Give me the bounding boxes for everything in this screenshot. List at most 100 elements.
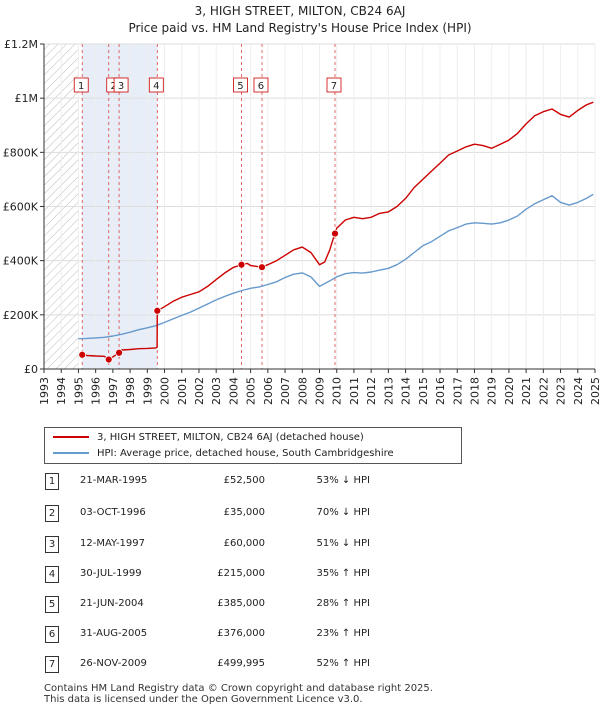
transaction-row: 6 31-AUG-2005 £376,000 23% ↑ HPI	[0, 626, 600, 643]
chart-title: 3, HIGH STREET, MILTON, CB24 6AJ Price p…	[0, 3, 600, 37]
x-tick-label: 2021	[520, 377, 533, 405]
y-tick-label: £600K	[3, 201, 39, 214]
transaction-price: £35,000	[223, 507, 265, 518]
x-tick-label: 2019	[486, 377, 499, 405]
sale-point	[115, 348, 123, 357]
sale-label-box	[73, 77, 89, 93]
series-lines	[78, 101, 594, 361]
sale-label-text: 4	[153, 81, 159, 92]
x-tick-label: 2002	[193, 377, 206, 405]
transaction-date: 26-NOV-2009	[80, 658, 147, 669]
transaction-price: £499,995	[217, 658, 265, 669]
transaction-number: 3	[45, 536, 59, 553]
x-tick-label: 2015	[417, 377, 430, 405]
x-tick-label: 2024	[572, 377, 585, 405]
sale-label-text: 3	[118, 81, 124, 92]
chart-svg: 1234567 £0£200K£400K£600K£800K£1M£1.2M19…	[3, 38, 600, 405]
sale-label: 6	[253, 77, 269, 93]
x-tick-label: 2011	[348, 377, 361, 405]
transaction-number: 2	[45, 505, 59, 522]
transaction-price: £215,000	[217, 568, 265, 579]
chart-title-line1: 3, HIGH STREET, MILTON, CB24 6AJ	[194, 4, 406, 18]
legend-label-property: 3, HIGH STREET, MILTON, CB24 6AJ (detach…	[97, 432, 364, 443]
sale-label: 7	[326, 77, 342, 93]
sale-points	[78, 229, 339, 364]
x-tick-label: 1995	[72, 377, 85, 405]
sale-label-box	[326, 77, 342, 93]
y-tick-label: £0	[24, 363, 38, 376]
x-tick-label: 1997	[107, 377, 120, 405]
transaction-hpi: 53% ↓ HPI	[316, 475, 370, 486]
transaction-number: 7	[45, 656, 59, 673]
sale-label-text: 7	[331, 81, 337, 92]
sale-point	[104, 355, 113, 364]
transaction-hpi: 70% ↓ HPI	[316, 507, 370, 518]
property-price-line	[82, 101, 594, 361]
legend-swatch-property	[53, 436, 89, 438]
legend-swatch-hpi	[53, 452, 89, 454]
transaction-hpi: 35% ↑ HPI	[316, 568, 370, 579]
transaction-date: 31-AUG-2005	[80, 628, 148, 639]
x-tick-label: 1998	[124, 377, 137, 405]
x-tick-label: 2020	[503, 377, 516, 405]
sale-point	[258, 263, 266, 272]
sale-label-box	[113, 77, 129, 93]
transaction-row: 7 26-NOV-2009 £499,995 52% ↑ HPI	[0, 656, 600, 673]
x-tick-label: 2008	[296, 377, 309, 405]
x-tick-label: 2007	[279, 377, 292, 405]
transaction-number: 5	[45, 596, 59, 613]
legend: 3, HIGH STREET, MILTON, CB24 6AJ (detach…	[44, 427, 462, 464]
x-tick-label: 2003	[210, 377, 223, 405]
y-tick-label: £200K	[3, 309, 39, 322]
transaction-row: 4 30-JUL-1999 £215,000 35% ↑ HPI	[0, 566, 600, 583]
x-tick-label: 2004	[227, 377, 240, 405]
x-tick-label: 1993	[38, 377, 51, 405]
transaction-number: 1	[45, 473, 59, 490]
transaction-hpi: 51% ↓ HPI	[316, 538, 370, 549]
x-tick-label: 2025	[589, 377, 600, 405]
x-tick-label: 1999	[141, 377, 154, 405]
sale-label-box	[253, 77, 269, 93]
x-tick-label: 2001	[176, 377, 189, 405]
sale-point	[331, 229, 339, 238]
x-tick-label: 1996	[90, 377, 103, 405]
x-tick-label: 2023	[555, 377, 568, 405]
transaction-hpi: 52% ↑ HPI	[316, 658, 370, 669]
legend-label-hpi: HPI: Average price, detached house, Sout…	[97, 448, 394, 459]
transaction-price: £60,000	[223, 538, 265, 549]
transaction-date: 12-MAY-1997	[80, 538, 146, 549]
y-tick-label: £400K	[3, 255, 39, 268]
x-tick-label: 2017	[451, 377, 464, 405]
x-tick-label: 2016	[434, 377, 447, 405]
y-tick-label: £1M	[15, 92, 39, 105]
transaction-date: 30-JUL-1999	[80, 568, 142, 579]
transaction-row: 1 21-MAR-1995 £52,500 53% ↓ HPI	[0, 473, 600, 490]
transaction-date: 21-MAR-1995	[80, 475, 148, 486]
transaction-hpi: 23% ↑ HPI	[316, 628, 370, 639]
y-tick-label: £1.2M	[4, 38, 38, 51]
x-tick-label: 2014	[400, 377, 413, 405]
x-tick-label: 2006	[262, 377, 275, 405]
x-tick-label: 2013	[382, 377, 395, 405]
hpi-line	[78, 193, 594, 340]
y-tick-label: £800K	[3, 146, 39, 159]
x-tick-label: 2009	[314, 377, 327, 405]
transaction-price: £376,000	[217, 628, 265, 639]
transaction-price: £52,500	[223, 475, 265, 486]
sale-label: 3	[113, 77, 129, 93]
sale-label-text: 1	[78, 81, 84, 92]
sale-label-box	[148, 77, 164, 93]
sale-point	[78, 350, 87, 359]
transaction-date: 21-JUN-2004	[80, 598, 144, 609]
footer-line1: Contains HM Land Registry data © Crown c…	[44, 683, 433, 694]
sale-label: 4	[148, 77, 164, 93]
transaction-date: 03-OCT-1996	[80, 507, 146, 518]
sale-label-text: 5	[237, 81, 243, 92]
x-tick-label: 2012	[365, 377, 378, 405]
transaction-row: 3 12-MAY-1997 £60,000 51% ↓ HPI	[0, 536, 600, 553]
footer: Contains HM Land Registry data © Crown c…	[44, 683, 433, 705]
x-tick-label: 2005	[245, 377, 258, 405]
x-tick-label: 2000	[159, 377, 172, 405]
sale-point	[153, 306, 162, 315]
transaction-price: £385,000	[217, 598, 265, 609]
